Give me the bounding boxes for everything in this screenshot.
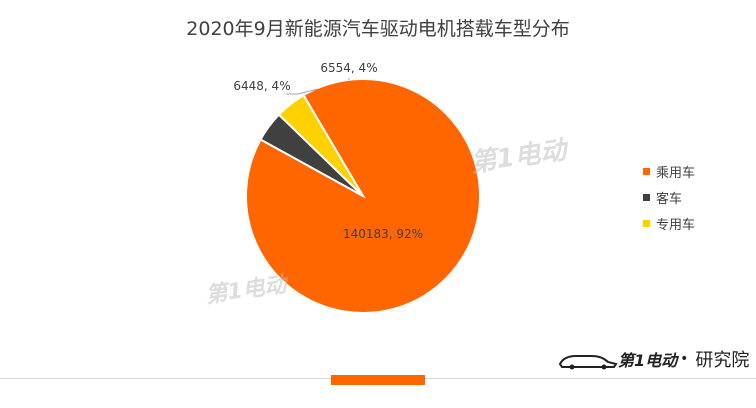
chart-title: 2020年9月新能源汽车驱动电机搭载车型分布 bbox=[186, 18, 570, 40]
brand-logo: 第1电动 • 研究院 bbox=[558, 346, 749, 372]
chart-legend: 乘用车 客车 专用车 bbox=[643, 158, 695, 236]
leader-lines bbox=[286, 78, 350, 95]
brand-dot: • bbox=[680, 351, 689, 367]
legend-item: 乘用车 bbox=[643, 158, 695, 184]
data-label: 6448, 4% bbox=[233, 79, 290, 93]
legend-swatch bbox=[643, 167, 650, 175]
slice-special-vehicle bbox=[277, 93, 364, 197]
legend-item: 专用车 bbox=[643, 210, 695, 236]
legend-label: 专用车 bbox=[656, 217, 696, 233]
legend-label: 客车 bbox=[656, 191, 683, 207]
bottom-accent-bar bbox=[331, 375, 425, 385]
legend-item: 客车 bbox=[643, 184, 695, 210]
brand-label: 研究院 bbox=[695, 350, 750, 371]
data-label: 6554, 4% bbox=[320, 61, 377, 75]
pie-slices bbox=[245, 78, 481, 314]
brand-logo-text: 第1电动 bbox=[618, 351, 678, 370]
legend-swatch bbox=[643, 219, 650, 227]
legend-label: 乘用车 bbox=[656, 165, 696, 181]
data-labels: 140183, 92% 6448, 4% 6554, 4% bbox=[233, 61, 423, 241]
legend-swatch bbox=[643, 193, 650, 201]
leader-line bbox=[286, 88, 319, 95]
car-logo-icon bbox=[558, 355, 618, 370]
data-label: 140183, 92% bbox=[343, 227, 423, 241]
